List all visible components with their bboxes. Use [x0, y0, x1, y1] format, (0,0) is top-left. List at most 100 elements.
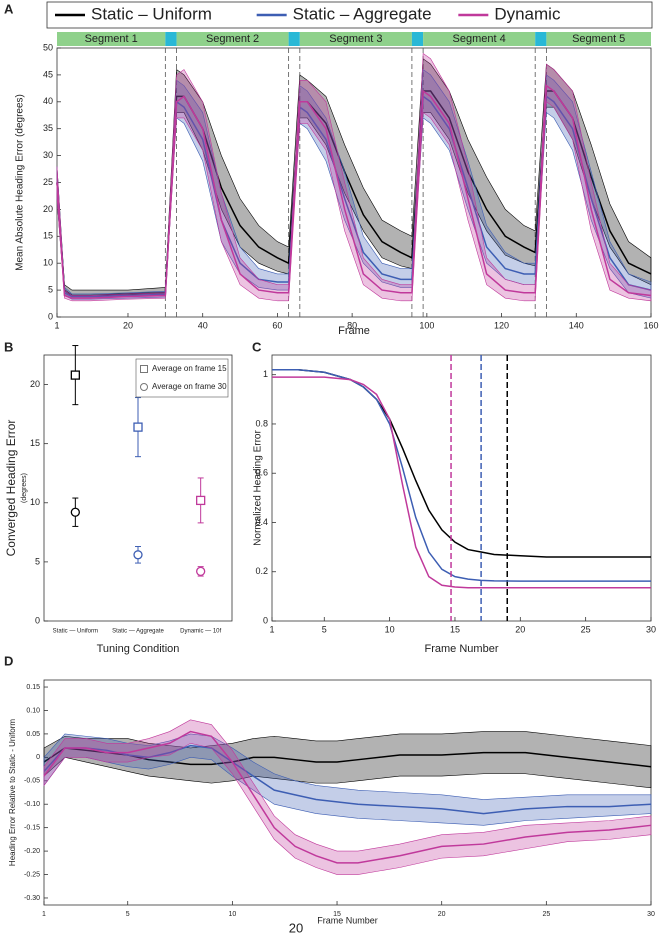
- x-axis-label: Tuning Condition: [97, 643, 180, 655]
- panel-label: A: [4, 1, 14, 16]
- series-line: [56, 84, 652, 299]
- error-band: [43, 733, 652, 826]
- panel-label: C: [252, 339, 262, 354]
- y-axis-label-note: (degrees): [21, 473, 28, 503]
- legend-label: Average on frame 15: [152, 364, 227, 373]
- x-tick-label: 160: [643, 320, 658, 330]
- y-tick-label: -0.15: [24, 825, 40, 832]
- y-tick-label: 15: [43, 231, 53, 241]
- plot-frame: [43, 679, 652, 906]
- y-tick-label: 0.6: [255, 468, 268, 478]
- y-tick-label: 15: [30, 438, 40, 448]
- y-tick-label: -0.30: [24, 895, 40, 902]
- marker: [70, 370, 80, 380]
- x-axis-label: Frame Number: [425, 643, 499, 655]
- y-tick-label: 0.2: [255, 566, 268, 576]
- segment-bar: [423, 32, 536, 46]
- y-tick-label: 0.4: [255, 517, 268, 527]
- y-tick-label: 0.15: [26, 684, 40, 691]
- x-tick-label: 10: [385, 624, 395, 634]
- x-tick-label: 1: [54, 320, 59, 330]
- panel-label: D: [4, 653, 13, 668]
- series-line: [272, 369, 651, 582]
- marker: [133, 550, 143, 560]
- x-tick-label: 1: [269, 624, 274, 634]
- x-tick-label: 100: [419, 320, 434, 330]
- segment-bar: [176, 32, 289, 46]
- segment-label: Segment 2: [206, 33, 259, 45]
- y-tick-label: 40: [43, 96, 53, 106]
- x-axis-label: Frame Number: [317, 915, 378, 925]
- y-axis-label: Converged Heading Error: [4, 420, 18, 557]
- y-tick-label: -0.05: [24, 778, 40, 785]
- x-tick-label: 15: [450, 624, 460, 634]
- y-tick-label: 0: [48, 311, 53, 321]
- page-number: 20: [289, 920, 303, 935]
- y-tick-label: 0: [35, 615, 40, 625]
- y-tick-label: -0.10: [24, 801, 40, 808]
- x-tick-label: 15: [333, 911, 341, 918]
- y-tick-label: 30: [43, 150, 53, 160]
- series-line: [43, 744, 652, 815]
- segment-label: Segment 3: [329, 33, 382, 45]
- y-tick-label: 0.8: [255, 418, 268, 428]
- legend-box: [135, 358, 229, 398]
- marker: [133, 422, 143, 432]
- legend-label: Average on frame 30: [152, 382, 227, 391]
- y-axis-label: Heading Error Relative to Static - Unifo…: [8, 719, 17, 867]
- y-tick-label: 45: [43, 69, 53, 79]
- series-line: [272, 376, 651, 589]
- segment-label: Segment 4: [453, 33, 506, 45]
- legend-label: Static – Aggregate: [293, 4, 432, 23]
- x-tick-label: Static — Uniform: [53, 629, 98, 635]
- x-tick-label: 20: [123, 320, 133, 330]
- x-tick-label: 140: [569, 320, 584, 330]
- x-tick-label: 25: [542, 911, 550, 918]
- y-tick-label: 0: [263, 615, 268, 625]
- x-tick-label: 5: [322, 624, 327, 634]
- y-tick-label: 25: [43, 177, 53, 187]
- y-axis-label: Mean Absolute Heading Error (degrees): [15, 94, 26, 271]
- y-tick-label: 10: [30, 497, 40, 507]
- error-band: [43, 719, 652, 875]
- legend-box: [46, 1, 653, 29]
- y-tick-label: 20: [43, 204, 53, 214]
- x-tick-label: Static — Aggregate: [112, 629, 164, 635]
- y-tick-label: 0: [36, 754, 40, 761]
- y-tick-label: 5: [48, 284, 53, 294]
- y-tick-label: 0.10: [26, 707, 40, 714]
- segment-gap: [411, 32, 424, 46]
- x-tick-label: 120: [494, 320, 509, 330]
- y-tick-label: 0.05: [26, 731, 40, 738]
- legend-label: Static – Uniform: [91, 4, 212, 23]
- y-axis-label: Normalized Heading Error: [253, 430, 264, 546]
- error-band: [56, 52, 652, 302]
- series-line: [43, 730, 652, 864]
- x-axis-label: Frame: [338, 325, 370, 337]
- legend-label: Dynamic: [494, 4, 561, 23]
- segment-bar: [57, 32, 166, 46]
- y-tick-label: 20: [30, 379, 40, 389]
- x-tick-label: 60: [272, 320, 282, 330]
- x-tick-label: 10: [228, 911, 236, 918]
- x-tick-label: 20: [515, 624, 525, 634]
- marker: [196, 566, 206, 576]
- x-tick-label: 25: [581, 624, 591, 634]
- x-tick-label: Dynamic — 10f: [180, 629, 221, 635]
- y-tick-label: 1: [263, 369, 268, 379]
- segment-gap: [165, 32, 177, 46]
- segment-label: Segment 5: [572, 33, 625, 45]
- plot-frame: [43, 354, 233, 622]
- x-tick-label: 40: [198, 320, 208, 330]
- panel-label: B: [4, 339, 13, 354]
- y-tick-label: -0.25: [24, 871, 40, 878]
- y-tick-label: 5: [35, 556, 40, 566]
- series-line: [272, 369, 651, 558]
- y-tick-label: 50: [43, 42, 53, 52]
- y-tick-label: 10: [43, 258, 53, 268]
- plot-frame: [271, 354, 652, 622]
- marker: [70, 507, 80, 517]
- segment-gap: [288, 32, 300, 46]
